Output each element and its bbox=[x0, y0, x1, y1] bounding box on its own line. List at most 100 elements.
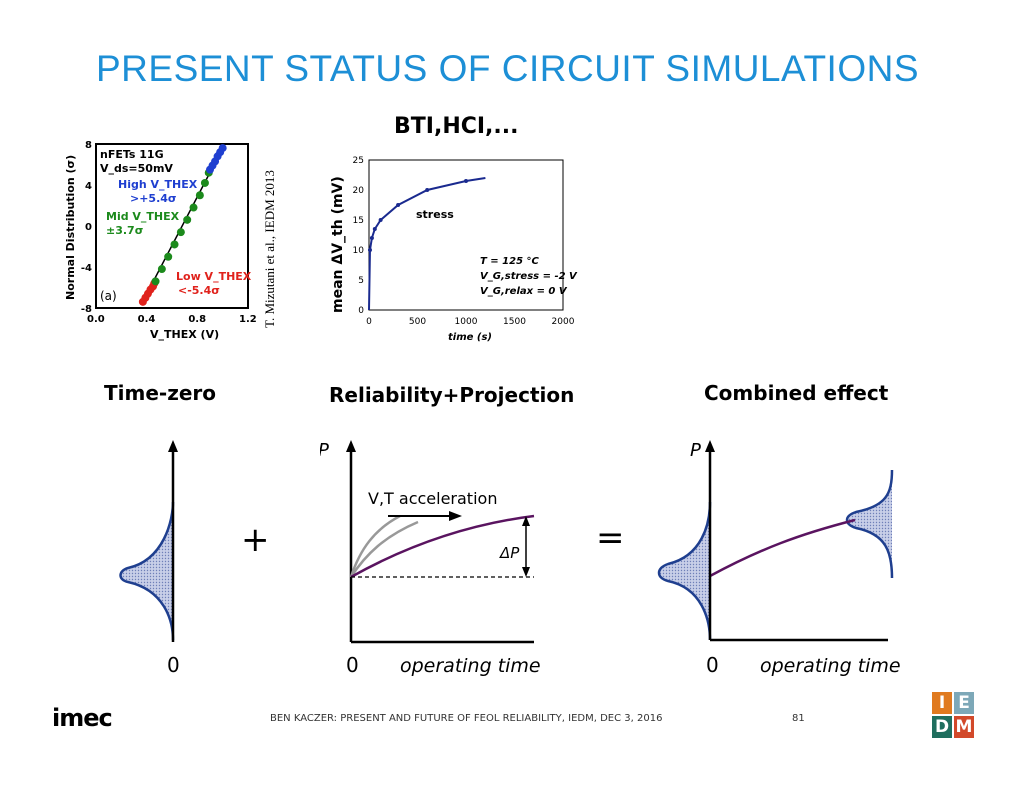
chart-frame bbox=[368, 159, 564, 311]
y-tick-label: 20 bbox=[353, 186, 365, 196]
iedm-letter-d: D bbox=[932, 716, 952, 738]
iedm-letter-i: I bbox=[932, 692, 952, 714]
x-tick-label: 2000 bbox=[552, 317, 575, 327]
time-zero-sketch: 0 bbox=[119, 440, 180, 677]
label-reliability-projection: Reliability+Projection bbox=[329, 383, 575, 407]
axis-arrowhead bbox=[168, 440, 178, 452]
panel-label: (a) bbox=[100, 289, 117, 303]
data-point bbox=[425, 188, 430, 192]
operating-time-label: operating time bbox=[400, 655, 541, 677]
y-tick-label: 0 bbox=[358, 306, 364, 316]
y-tick-label: 0 bbox=[85, 222, 92, 233]
condition-temperature: T = 125 °C bbox=[480, 256, 540, 267]
accelerated-curve-2 bbox=[349, 520, 419, 578]
x-tick-label: 0.4 bbox=[138, 314, 156, 325]
chart2-ylabel: mean ΔV_th (mV) bbox=[330, 176, 346, 313]
data-point bbox=[157, 265, 166, 274]
x-tick-label: 0.8 bbox=[188, 314, 206, 325]
chart1-ylabel: Normal Distribution (σ) bbox=[64, 155, 77, 300]
annotation-mid-vthex-sigma: ±3.7σ bbox=[106, 224, 143, 237]
operating-time-label: operating time bbox=[760, 655, 901, 677]
delta-p-arrow-top bbox=[522, 516, 530, 526]
p-label: P bbox=[690, 440, 701, 461]
data-point bbox=[367, 248, 372, 252]
vth-shift-chart: 0 500 1000 1500 2000 0 5 10 15 20 25 stress T = 12… bbox=[330, 156, 578, 343]
y-tick-label: -4 bbox=[81, 263, 92, 274]
accelerated-curve-1 bbox=[349, 514, 401, 578]
initial-distribution-outline bbox=[657, 501, 712, 641]
shifted-distribution-fill bbox=[847, 470, 892, 578]
data-point bbox=[164, 252, 173, 261]
projection-curve bbox=[350, 514, 535, 579]
data-point bbox=[369, 236, 374, 240]
chart2-xlabel: time (s) bbox=[448, 332, 492, 343]
y-tick-label: -8 bbox=[81, 304, 92, 315]
zero-label: 0 bbox=[706, 653, 719, 677]
reliability-projection-sketch: P V,T acceleration ΔP 0 operating time bbox=[320, 440, 541, 677]
distribution-outline bbox=[119, 501, 175, 641]
chart1-text-line-1: nFETs 11G bbox=[100, 148, 164, 161]
y-tick-label: 25 bbox=[353, 156, 364, 166]
annotation-mid-vthex: Mid V_THEX bbox=[106, 210, 180, 223]
data-point bbox=[396, 203, 401, 207]
data-point bbox=[372, 227, 377, 231]
vth-shift-line bbox=[368, 177, 486, 311]
y-tick-label: 15 bbox=[353, 216, 364, 226]
plus-sign: + bbox=[241, 520, 270, 560]
drift-curve bbox=[709, 518, 856, 578]
data-point bbox=[378, 218, 383, 222]
x-tick-label: 0.0 bbox=[87, 314, 105, 325]
acceleration-label: V,T acceleration bbox=[368, 489, 497, 508]
page-number: 81 bbox=[792, 713, 805, 724]
y-tick-label: 4 bbox=[85, 181, 92, 192]
x-tick-label: 1000 bbox=[455, 317, 478, 327]
distribution-fill bbox=[120, 502, 173, 640]
acceleration-arrowhead bbox=[449, 511, 462, 521]
data-point bbox=[218, 144, 227, 153]
data-point bbox=[200, 178, 209, 187]
initial-distribution-fill bbox=[659, 502, 710, 640]
x-tick-label: 0 bbox=[366, 317, 372, 327]
annotation-high-vthex-sigma: >+5.4σ bbox=[130, 192, 177, 205]
iedm-letter-m: M bbox=[954, 716, 974, 738]
annotation-high-vthex: High V_THEX bbox=[118, 178, 198, 191]
label-combined-effect: Combined effect bbox=[704, 381, 889, 405]
citation: T. Mizutani et al., IEDM 2013 bbox=[262, 170, 277, 328]
x-tick-label: 1.2 bbox=[239, 314, 257, 325]
data-point bbox=[151, 277, 160, 286]
y-tick-label: 10 bbox=[353, 246, 365, 256]
iedm-letter-e: E bbox=[954, 692, 974, 714]
combined-effect-sketch: P 0 operating time bbox=[657, 440, 901, 677]
delta-p-arrow-bottom bbox=[522, 567, 530, 577]
data-point bbox=[176, 228, 185, 237]
chart-frame bbox=[95, 143, 249, 309]
chart1-xlabel: V_THEX (V) bbox=[150, 328, 219, 341]
subtitle-bti-hci: BTI,HCI,... bbox=[394, 114, 519, 139]
stress-label: stress bbox=[416, 208, 454, 221]
axis-arrowhead bbox=[346, 440, 356, 452]
x-tick-label: 1500 bbox=[503, 317, 526, 327]
label-time-zero: Time-zero bbox=[104, 381, 217, 405]
zero-label: 0 bbox=[167, 653, 180, 677]
page-title: PRESENT STATUS OF CIRCUIT SIMULATIONS bbox=[96, 48, 919, 89]
annotation-low-vthex-sigma: <-5.4σ bbox=[178, 284, 220, 297]
condition-vg-stress: V_G,stress = -2 V bbox=[480, 271, 578, 282]
data-point bbox=[183, 215, 192, 224]
condition-vg-relax: V_G,relax = 0 V bbox=[480, 286, 568, 297]
data-point bbox=[189, 203, 198, 212]
axis-arrowhead bbox=[705, 440, 715, 452]
shifted-distribution-outline bbox=[845, 469, 894, 579]
equals-sign: = bbox=[596, 518, 625, 558]
zero-label: 0 bbox=[346, 653, 359, 677]
x-tick-label: 500 bbox=[409, 317, 426, 327]
iedm-logo: I E D M bbox=[932, 692, 976, 740]
imec-logo: imec bbox=[52, 704, 113, 732]
y-tick-label: 8 bbox=[85, 140, 92, 151]
chart1-text-line-2: V_ds=50mV bbox=[100, 162, 173, 175]
y-tick-label: 5 bbox=[358, 276, 364, 286]
delta-p-label: ΔP bbox=[499, 544, 520, 562]
footer-text: BEN KACZER: PRESENT AND FUTURE OF FEOL R… bbox=[270, 713, 663, 724]
data-point bbox=[464, 179, 468, 183]
data-point bbox=[195, 191, 204, 200]
